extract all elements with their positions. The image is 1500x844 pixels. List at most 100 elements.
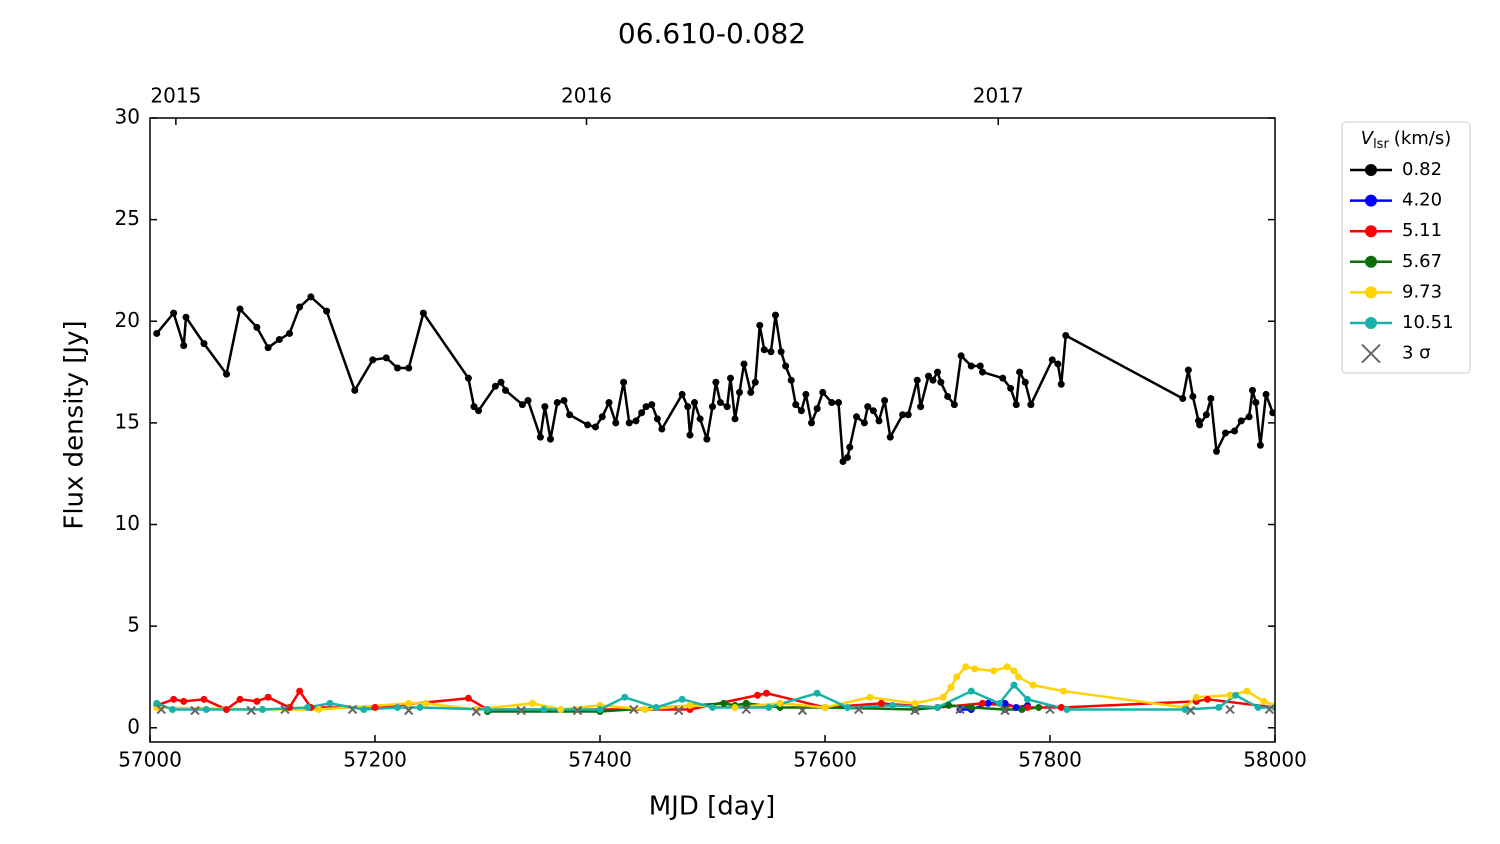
- point: [491, 382, 499, 390]
- point: [653, 415, 661, 423]
- chart-title: 06.610-0.082: [618, 17, 806, 50]
- point: [1196, 421, 1204, 429]
- point: [777, 348, 785, 356]
- legend-label: 10.51: [1402, 312, 1454, 333]
- point: [720, 699, 728, 707]
- point: [180, 342, 188, 350]
- point: [886, 433, 894, 441]
- y-tick-label: 20: [115, 308, 140, 332]
- point: [767, 348, 775, 356]
- point: [1262, 390, 1270, 398]
- point: [223, 370, 230, 378]
- legend-label: 5.11: [1402, 220, 1442, 241]
- point: [787, 376, 795, 384]
- point: [236, 305, 244, 313]
- point: [792, 401, 800, 409]
- point: [934, 703, 941, 711]
- point: [557, 705, 565, 713]
- point: [731, 703, 739, 711]
- x2-tick-label: 2015: [150, 84, 201, 108]
- point: [153, 329, 161, 337]
- point: [502, 386, 509, 394]
- point: [296, 303, 304, 311]
- cross-marker: [1361, 343, 1381, 364]
- point: [1003, 663, 1011, 671]
- point: [560, 397, 568, 405]
- point: [1057, 703, 1065, 711]
- plot-area: [153, 293, 1275, 717]
- point: [658, 425, 666, 433]
- y-tick-label: 30: [115, 105, 140, 129]
- cross-marker: [674, 705, 684, 716]
- legend-label: 4.20: [1402, 190, 1442, 211]
- point: [360, 705, 368, 713]
- cross-marker: [347, 704, 358, 715]
- point: [709, 703, 716, 711]
- point: [990, 667, 998, 675]
- legend: Vlsr (km/s) 0.82 4.20 5.11 5.67 9.73 10.51 3 σ: [1341, 121, 1471, 374]
- point: [813, 405, 821, 413]
- point: [712, 378, 720, 386]
- point: [1252, 399, 1260, 407]
- point: [202, 705, 210, 713]
- cross-marker: [471, 706, 481, 717]
- point: [1232, 691, 1240, 699]
- point: [684, 403, 692, 411]
- cross-marker: [741, 704, 751, 715]
- point: [686, 701, 694, 709]
- point: [881, 397, 889, 405]
- point: [472, 705, 480, 713]
- point: [904, 411, 912, 419]
- cross-marker: [1185, 705, 1196, 716]
- point: [813, 689, 821, 697]
- point: [1062, 331, 1070, 339]
- point: [259, 705, 266, 713]
- point: [950, 401, 958, 409]
- point: [566, 411, 574, 419]
- point: [371, 703, 379, 711]
- point: [1060, 687, 1067, 695]
- point: [1048, 356, 1056, 364]
- point: [307, 293, 315, 301]
- point: [1365, 194, 1377, 207]
- point: [678, 695, 686, 703]
- point: [765, 703, 773, 711]
- cross-marker: [404, 705, 414, 716]
- point: [253, 323, 261, 331]
- cross-marker: [854, 704, 864, 715]
- cross-marker: [1045, 704, 1055, 715]
- point: [1269, 409, 1275, 417]
- point: [944, 392, 952, 400]
- point: [747, 388, 755, 396]
- cross-marker: [280, 704, 290, 715]
- point: [934, 368, 941, 376]
- point: [223, 705, 230, 713]
- point: [756, 321, 764, 329]
- point: [1007, 384, 1015, 392]
- point: [819, 388, 827, 396]
- point: [709, 403, 716, 411]
- point: [917, 403, 925, 411]
- point: [1215, 703, 1223, 711]
- y-tick-label: 5: [127, 613, 140, 637]
- point: [835, 399, 842, 407]
- point: [1213, 447, 1220, 455]
- point: [405, 364, 413, 372]
- cross-marker: [516, 705, 526, 716]
- point: [723, 403, 731, 411]
- point: [967, 362, 975, 370]
- point: [648, 401, 656, 409]
- point: [169, 705, 176, 713]
- cross-marker: [629, 704, 639, 715]
- point: [605, 399, 613, 407]
- x-tick-label: 57600: [793, 748, 857, 772]
- point: [976, 362, 984, 370]
- point: [464, 694, 472, 702]
- point: [1012, 703, 1020, 711]
- point: [394, 703, 401, 711]
- point: [937, 378, 945, 386]
- point: [1237, 417, 1245, 425]
- point: [808, 419, 815, 427]
- point: [484, 705, 491, 713]
- point: [182, 313, 190, 321]
